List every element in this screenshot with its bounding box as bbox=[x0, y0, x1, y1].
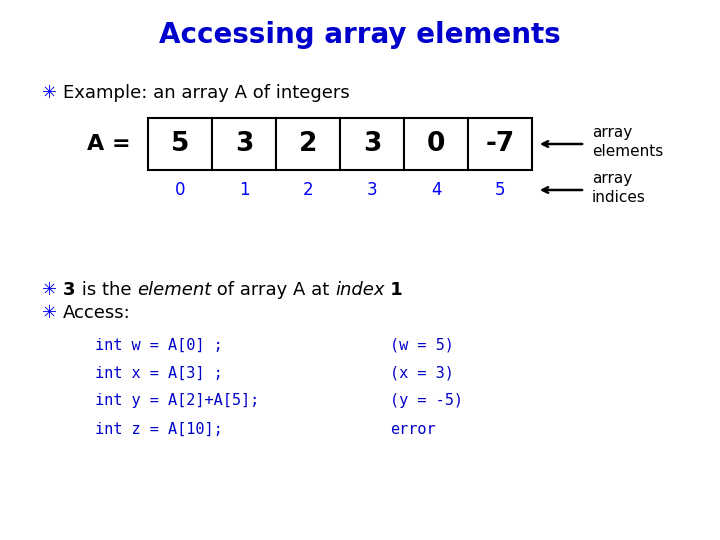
Text: 4: 4 bbox=[431, 181, 441, 199]
Text: 3: 3 bbox=[366, 181, 377, 199]
Text: 1: 1 bbox=[239, 181, 249, 199]
Text: Access:: Access: bbox=[63, 304, 131, 322]
Text: 1: 1 bbox=[384, 281, 403, 299]
Text: index: index bbox=[335, 281, 384, 299]
Text: int z = A[10];: int z = A[10]; bbox=[95, 422, 222, 436]
Text: int w = A[0] ;: int w = A[0] ; bbox=[95, 338, 222, 353]
Text: int y = A[2]+A[5];: int y = A[2]+A[5]; bbox=[95, 394, 259, 408]
Text: 3: 3 bbox=[235, 131, 253, 157]
Text: (x = 3): (x = 3) bbox=[390, 366, 454, 381]
Text: array
elements: array elements bbox=[592, 125, 663, 159]
Text: is the: is the bbox=[76, 281, 137, 299]
Text: -7: -7 bbox=[485, 131, 515, 157]
Text: ✳: ✳ bbox=[42, 281, 58, 299]
Text: 5: 5 bbox=[495, 181, 505, 199]
Text: int x = A[3] ;: int x = A[3] ; bbox=[95, 366, 222, 381]
Bar bbox=[276, 118, 340, 170]
Text: 2: 2 bbox=[299, 131, 318, 157]
Text: Example: an array A of integers: Example: an array A of integers bbox=[63, 84, 350, 102]
Bar bbox=[340, 118, 404, 170]
Bar bbox=[148, 118, 212, 170]
Text: (w = 5): (w = 5) bbox=[390, 338, 454, 353]
Text: element: element bbox=[137, 281, 211, 299]
Text: ✳: ✳ bbox=[42, 304, 58, 322]
Text: (y = -5): (y = -5) bbox=[390, 394, 463, 408]
Text: 2: 2 bbox=[302, 181, 313, 199]
Text: Accessing array elements: Accessing array elements bbox=[159, 21, 561, 49]
Text: 3: 3 bbox=[63, 281, 76, 299]
Text: 0: 0 bbox=[175, 181, 185, 199]
Bar bbox=[404, 118, 468, 170]
Text: 0: 0 bbox=[427, 131, 445, 157]
Text: error: error bbox=[390, 422, 436, 436]
Text: A =: A = bbox=[86, 134, 138, 154]
Text: of array A at: of array A at bbox=[211, 281, 335, 299]
Text: ✳: ✳ bbox=[42, 84, 58, 102]
Text: array
indices: array indices bbox=[592, 171, 646, 205]
Bar bbox=[468, 118, 532, 170]
Text: 3: 3 bbox=[363, 131, 381, 157]
Bar bbox=[212, 118, 276, 170]
Text: 5: 5 bbox=[171, 131, 189, 157]
